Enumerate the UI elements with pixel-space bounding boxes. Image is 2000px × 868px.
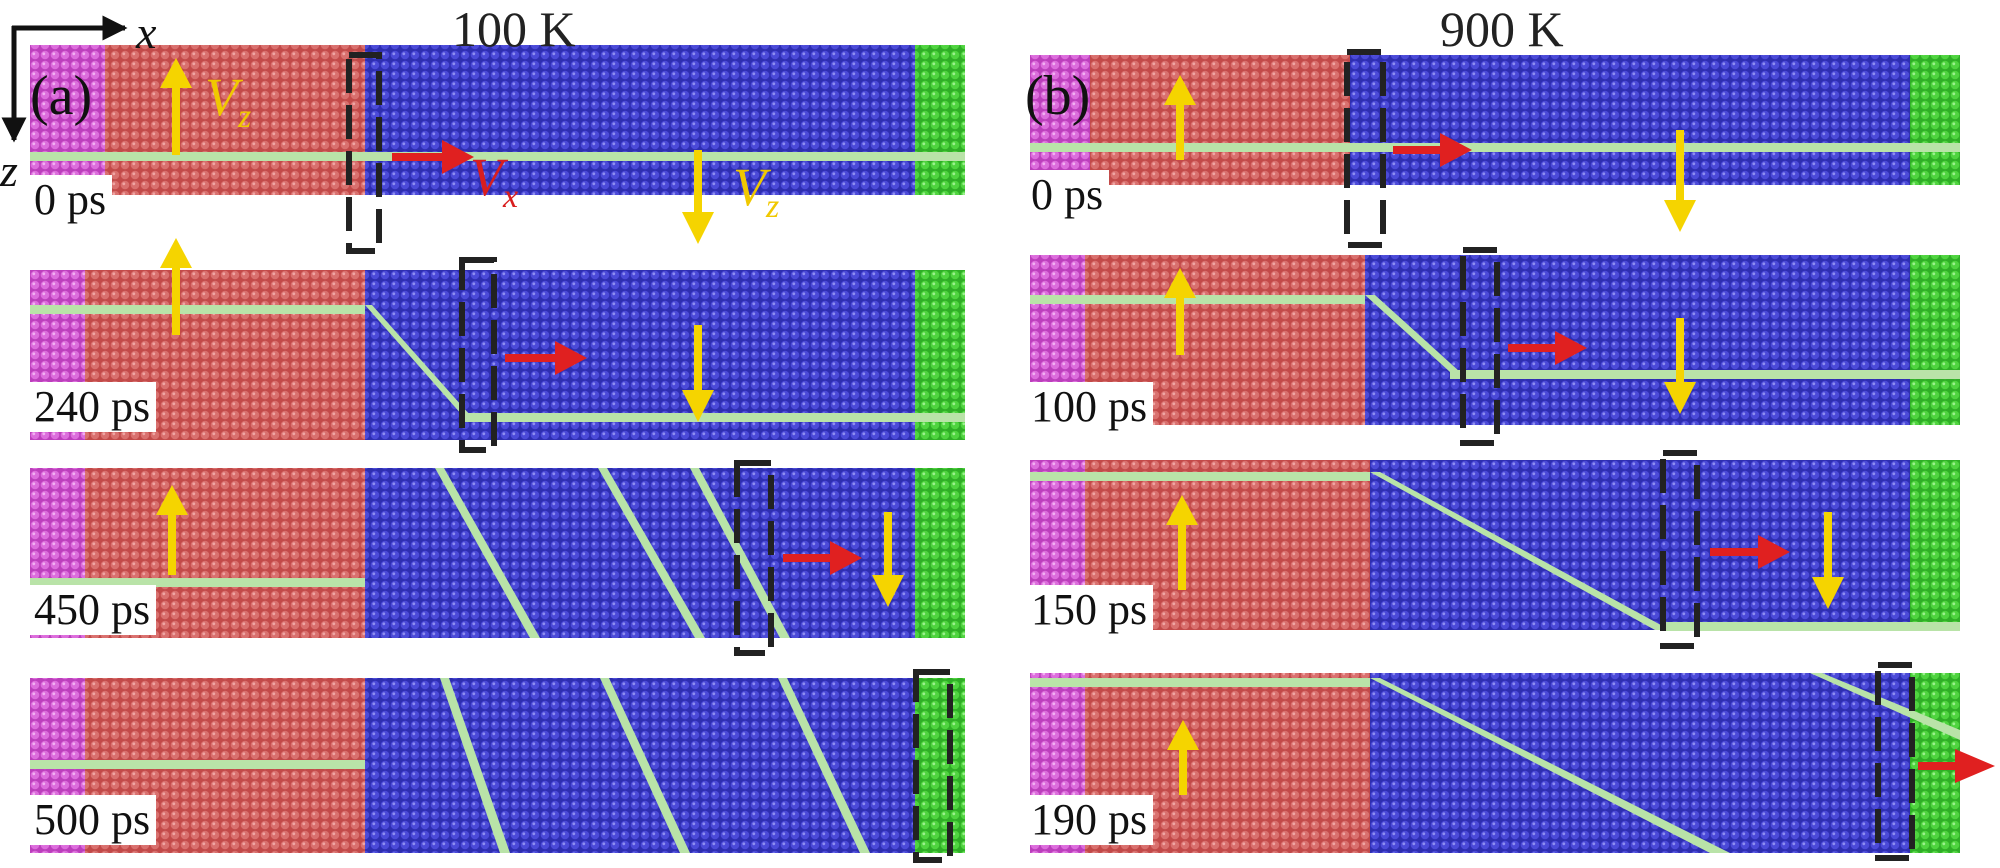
blue-grain	[1370, 673, 1910, 853]
boundary-band	[365, 305, 470, 415]
boundary-band	[1030, 295, 1365, 304]
dashed-box	[913, 669, 953, 863]
yellow-up-arrow-head	[1164, 75, 1196, 105]
vz-label: Vz	[205, 67, 252, 135]
time-label-a-3: 500 ps	[28, 795, 157, 846]
panel-a-strip-240ps	[30, 257, 965, 453]
dashed-box	[734, 460, 774, 656]
blue-grain	[365, 270, 915, 440]
time-label-a-0: 0 ps	[28, 175, 113, 226]
boundary-band	[30, 760, 365, 769]
boundary-band	[440, 678, 510, 853]
yellow-down-arrow-head	[1664, 382, 1696, 414]
green-edge	[1910, 460, 1960, 630]
boundary-band	[30, 152, 965, 161]
red-right-arrow-head	[1440, 133, 1472, 167]
vz-label-2: Vz	[733, 157, 780, 225]
boundary-band	[1030, 678, 1370, 687]
boundary-band	[1665, 622, 1960, 631]
time-label-a-1: 240 ps	[28, 382, 157, 433]
green-edge	[1910, 55, 1960, 185]
red-right-arrow-head	[555, 341, 587, 375]
time-label-b-3: 190 ps	[1025, 795, 1154, 846]
dashed-box	[1344, 49, 1386, 248]
boundary-band	[690, 468, 790, 638]
boundary-band	[1365, 295, 1460, 372]
green-edge	[915, 468, 965, 638]
panel-label-b: (b)	[1025, 65, 1091, 127]
yellow-up-arrow-head	[160, 58, 192, 88]
velocity-arrows-a	[156, 58, 904, 607]
panel-b-strip-150ps	[1030, 450, 1960, 649]
axis-indicator	[1, 15, 128, 143]
green-edge	[915, 45, 965, 195]
time-label-a-2: 450 ps	[28, 585, 157, 636]
yellow-up-arrow-head	[1164, 268, 1196, 298]
axis-label-z: z	[0, 145, 18, 196]
panel-a-strip-500ps	[30, 669, 965, 863]
boundary-band	[600, 678, 690, 853]
time-label-b-0: 0 ps	[1025, 170, 1110, 221]
axis-label-x: x	[136, 7, 157, 58]
boundary-band	[598, 468, 705, 638]
dashed-box	[1460, 247, 1500, 446]
temperature-title-b: 900 K	[1440, 1, 1564, 57]
red-right-arrow-head	[830, 541, 862, 575]
green-edge	[1910, 255, 1960, 425]
panel-b	[1030, 49, 1995, 861]
magenta-region	[30, 45, 105, 195]
yellow-up-arrow-head	[1167, 720, 1199, 750]
boundary-band	[1030, 472, 1370, 481]
red-right-arrow-head	[1555, 331, 1587, 365]
panel-a-strip-0ps	[30, 45, 965, 254]
boundary-band	[1450, 370, 1960, 379]
velocity-arrows-b	[1164, 75, 1995, 795]
boundary-band	[778, 678, 870, 853]
panel-b-strip-0ps	[1030, 49, 1960, 248]
blue-grain	[1370, 460, 1910, 630]
dashed-box	[1875, 662, 1915, 861]
boundary-band	[1810, 673, 1960, 740]
boundary-band	[462, 413, 965, 422]
magenta-region	[1030, 55, 1090, 185]
green-edge	[915, 270, 965, 440]
blue-grain	[365, 45, 915, 195]
yellow-down-arrow-head	[872, 575, 904, 607]
boundary-band	[1370, 678, 1730, 853]
boundary-band	[30, 578, 365, 587]
red-right-arrow-head	[442, 140, 474, 174]
yellow-up-arrow-head	[156, 485, 188, 515]
temperature-title-a: 100 K	[452, 1, 576, 57]
boundary-band	[1030, 143, 1960, 152]
panel-a	[30, 45, 965, 863]
dashed-box	[1660, 450, 1700, 649]
yellow-up-arrow-head	[160, 238, 192, 268]
panel-b-strip-190ps	[1030, 662, 1960, 861]
blue-grain	[1365, 255, 1910, 425]
red-grain	[1090, 55, 1350, 185]
dashed-box	[459, 257, 497, 453]
yellow-up-arrow-head	[1166, 495, 1198, 525]
yellow-down-arrow-head	[1812, 577, 1844, 609]
vx-label: Vx	[470, 147, 519, 215]
blue-grain	[1350, 55, 1910, 185]
boundary-band	[1370, 472, 1670, 630]
yellow-down-arrow-head	[1664, 200, 1696, 232]
red-right-arrow-head	[1758, 535, 1790, 569]
panel-b-strip-100ps	[1030, 247, 1960, 446]
panel-label-a: (a)	[30, 65, 93, 127]
red-right-arrow-head	[1955, 749, 1995, 783]
time-label-b-2: 150 ps	[1025, 585, 1154, 636]
green-edge	[915, 678, 965, 853]
yellow-down-arrow-head	[682, 212, 714, 244]
yellow-down-arrow-head	[682, 390, 714, 422]
boundary-band	[435, 468, 540, 638]
boundary-band	[30, 305, 365, 314]
red-grain	[105, 45, 365, 195]
time-label-b-1: 100 ps	[1025, 382, 1154, 433]
dashed-box	[346, 52, 382, 254]
